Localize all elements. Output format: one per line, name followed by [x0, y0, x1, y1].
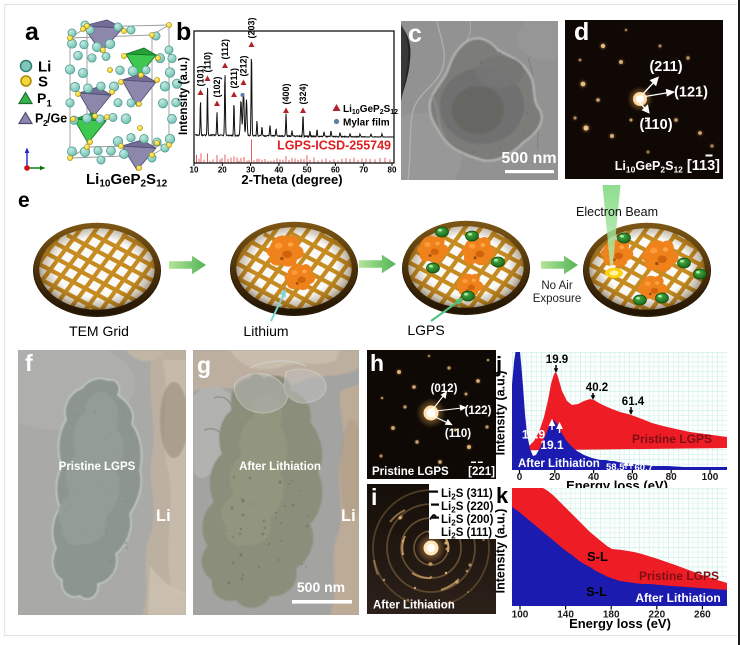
svg-text:80: 80 — [666, 472, 678, 483]
svg-text:LGPS: LGPS — [407, 322, 444, 338]
svg-text:S-L: S-L — [586, 584, 607, 599]
svg-text:(110): (110) — [203, 52, 213, 73]
svg-text:a: a — [25, 18, 40, 46]
svg-text:d: d — [574, 18, 589, 46]
svg-text:Li2S (311): Li2S (311) — [441, 488, 493, 502]
svg-text:/Ge: /Ge — [47, 112, 67, 126]
svg-text:After Lithiation: After Lithiation — [239, 461, 321, 473]
svg-text:P: P — [35, 112, 43, 126]
svg-text:(112): (112) — [220, 39, 230, 60]
svg-text:70: 70 — [359, 166, 368, 175]
svg-text:500 nm: 500 nm — [501, 150, 556, 167]
svg-text:Exposure: Exposure — [533, 293, 582, 305]
svg-text:19.1: 19.1 — [540, 438, 564, 452]
svg-text:19.9: 19.9 — [546, 354, 568, 366]
svg-text:(110): (110) — [445, 428, 471, 440]
svg-text:(324): (324) — [298, 83, 308, 104]
svg-text:e: e — [18, 189, 30, 212]
svg-text:140: 140 — [557, 610, 574, 621]
svg-text:After Lithiation: After Lithiation — [518, 458, 600, 470]
svg-text:g: g — [197, 352, 211, 378]
svg-text:20: 20 — [218, 166, 227, 175]
svg-text:k: k — [496, 483, 509, 508]
svg-text:S-L: S-L — [587, 549, 608, 564]
svg-text:Li2S (200): Li2S (200) — [441, 514, 494, 528]
svg-text:180: 180 — [603, 610, 620, 621]
svg-text:(110): (110) — [639, 117, 672, 133]
svg-text:(212): (212) — [239, 55, 249, 76]
svg-text:(101): (101) — [196, 65, 206, 86]
svg-text:P: P — [37, 90, 46, 106]
svg-text:2-Theta (degree): 2-Theta (degree) — [241, 172, 342, 187]
svg-text:61.4: 61.4 — [622, 396, 645, 408]
svg-text:(012): (012) — [431, 383, 458, 395]
svg-text:260: 260 — [694, 610, 711, 621]
svg-text:500 nm: 500 nm — [297, 579, 345, 595]
svg-text:Pristine LGPS: Pristine LGPS — [639, 569, 719, 583]
svg-text:Intensity (a.u.): Intensity (a.u.) — [494, 371, 508, 456]
svg-text:Li10GeP2S12: Li10GeP2S12 — [343, 104, 398, 116]
svg-text:Electron Beam: Electron Beam — [576, 205, 658, 219]
svg-text:c: c — [408, 20, 422, 48]
svg-text:h: h — [370, 350, 384, 376]
svg-text:60.7: 60.7 — [635, 463, 654, 474]
svg-text:50: 50 — [303, 166, 312, 175]
svg-text:10: 10 — [190, 166, 199, 175]
svg-text:S: S — [38, 74, 48, 91]
svg-text:Li2S (220): Li2S (220) — [441, 501, 494, 515]
svg-text:i: i — [371, 484, 377, 510]
svg-text:Mylar film: Mylar film — [343, 118, 390, 129]
svg-text:(102): (102) — [212, 76, 222, 97]
svg-text:100: 100 — [512, 610, 529, 621]
svg-text:Li10GeP2S12: Li10GeP2S12 — [86, 171, 168, 190]
svg-text:(121): (121) — [674, 85, 708, 101]
svg-text:14.9: 14.9 — [522, 428, 546, 442]
svg-text:1: 1 — [47, 99, 53, 110]
svg-text:After Lithiation: After Lithiation — [373, 600, 455, 612]
svg-text:Li: Li — [341, 507, 356, 525]
svg-text:Pristine LGPS: Pristine LGPS — [632, 432, 712, 446]
svg-text:(122): (122) — [465, 405, 492, 417]
svg-text:f: f — [25, 350, 33, 376]
svg-text:b: b — [176, 18, 191, 46]
svg-text:Energy loss (eV): Energy loss (eV) — [569, 616, 671, 631]
svg-text:After Lithiation: After Lithiation — [635, 591, 720, 605]
svg-text:80: 80 — [388, 166, 397, 175]
svg-text:No Air: No Air — [541, 280, 572, 292]
svg-text:Pristine LGPS: Pristine LGPS — [372, 466, 449, 478]
svg-text:TEM Grid: TEM Grid — [69, 323, 129, 339]
svg-text:60: 60 — [331, 166, 340, 175]
svg-text:58.5: 58.5 — [606, 462, 625, 473]
svg-text:(203): (203) — [247, 17, 257, 38]
svg-text:Li: Li — [156, 507, 171, 525]
svg-text:j: j — [495, 352, 502, 377]
svg-text:220: 220 — [648, 610, 665, 621]
svg-text:40.2: 40.2 — [586, 382, 608, 394]
svg-text:(211): (211) — [229, 68, 239, 89]
svg-text:20: 20 — [549, 472, 561, 483]
svg-text:[221]: [221] — [468, 466, 495, 478]
svg-text:Intensity (a.u.): Intensity (a.u.) — [494, 509, 508, 594]
svg-text:(400): (400) — [281, 83, 291, 104]
svg-text:40: 40 — [274, 166, 283, 175]
svg-text:0: 0 — [517, 472, 523, 483]
svg-text:30: 30 — [246, 166, 255, 175]
svg-text:Intensity (a.u.): Intensity (a.u.) — [178, 57, 190, 135]
svg-text:Lithium: Lithium — [243, 323, 288, 339]
svg-text:Li10GeP2S12 [113]: Li10GeP2S12 [113] — [615, 158, 720, 175]
svg-text:100: 100 — [702, 472, 719, 483]
svg-text:Pristine LGPS: Pristine LGPS — [59, 461, 136, 473]
svg-text:LGPS-ICSD-255749: LGPS-ICSD-255749 — [277, 139, 391, 153]
svg-text:40: 40 — [588, 472, 600, 483]
svg-text:(211): (211) — [649, 59, 682, 75]
svg-text:Li: Li — [38, 59, 51, 76]
svg-text:Li2S (111): Li2S (111) — [441, 527, 492, 541]
svg-text:2: 2 — [43, 118, 48, 128]
svg-text:60: 60 — [627, 472, 639, 483]
